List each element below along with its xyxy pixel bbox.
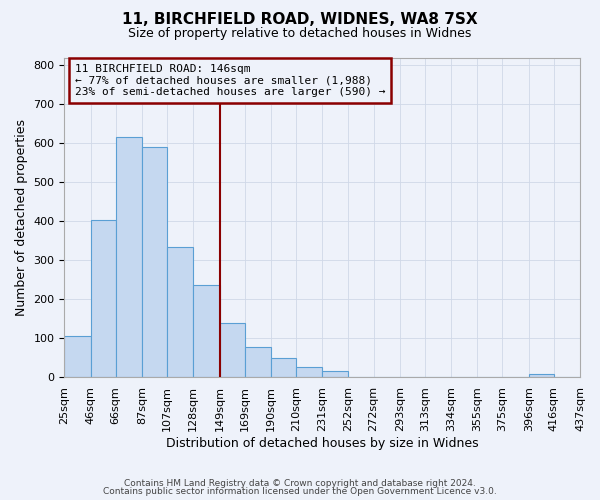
Bar [271,358,296,376]
Bar [91,220,116,376]
Bar [116,138,142,376]
Text: 11, BIRCHFIELD ROAD, WIDNES, WA8 7SX: 11, BIRCHFIELD ROAD, WIDNES, WA8 7SX [122,12,478,28]
Text: 11 BIRCHFIELD ROAD: 146sqm
← 77% of detached houses are smaller (1,988)
23% of s: 11 BIRCHFIELD ROAD: 146sqm ← 77% of deta… [75,64,385,97]
Y-axis label: Number of detached properties: Number of detached properties [15,118,28,316]
Bar [245,347,271,376]
Bar [64,336,91,376]
Bar [193,285,220,376]
Text: Contains public sector information licensed under the Open Government Licence v3: Contains public sector information licen… [103,487,497,496]
X-axis label: Distribution of detached houses by size in Widnes: Distribution of detached houses by size … [166,437,479,450]
Bar [167,247,193,376]
Bar [529,374,554,376]
Text: Contains HM Land Registry data © Crown copyright and database right 2024.: Contains HM Land Registry data © Crown c… [124,478,476,488]
Bar [296,367,322,376]
Bar [220,324,245,376]
Bar [322,371,349,376]
Text: Size of property relative to detached houses in Widnes: Size of property relative to detached ho… [128,28,472,40]
Bar [142,147,167,376]
